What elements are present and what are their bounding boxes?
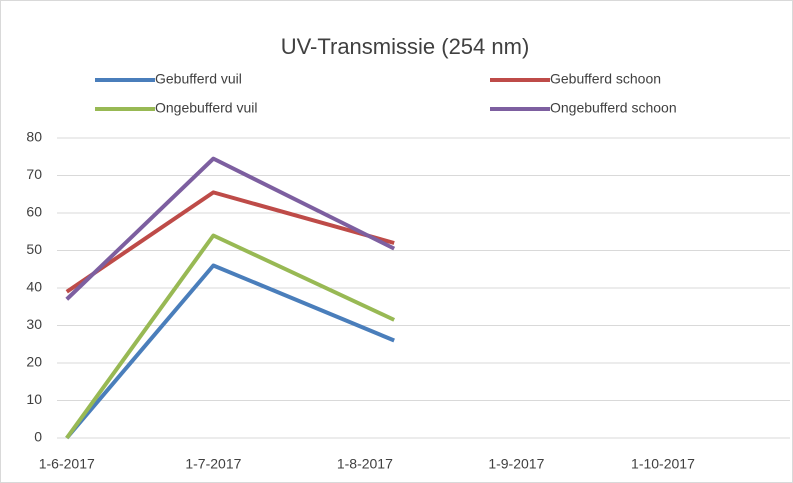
y-tick-label: 10	[26, 391, 42, 407]
y-tick-label: 50	[26, 241, 42, 257]
y-tick-label: 70	[26, 166, 42, 182]
series-line	[65, 190, 395, 294]
x-tick-label: 1-9-2017	[488, 456, 544, 472]
x-tick-label: 1-10-2017	[631, 456, 695, 472]
legend-label: Gebufferd schoon	[550, 71, 661, 87]
y-tick-label: 30	[26, 316, 42, 332]
legend-label: Ongebufferd schoon	[550, 100, 677, 116]
legend-label: Gebufferd vuil	[155, 71, 242, 87]
y-tick-label: 20	[26, 354, 42, 370]
series-line	[65, 233, 396, 440]
chart-title: UV-Transmissie (254 nm)	[281, 34, 530, 59]
x-tick-label: 1-6-2017	[39, 456, 95, 472]
legend-label: Ongebufferd vuil	[155, 100, 257, 116]
y-tick-label: 0	[34, 429, 42, 445]
y-tick-label: 80	[26, 129, 42, 145]
x-tick-label: 1-7-2017	[185, 456, 241, 472]
series-line	[65, 263, 395, 440]
x-tick-label: 1-8-2017	[337, 456, 393, 472]
series-line	[65, 156, 396, 301]
y-tick-label: 40	[26, 279, 42, 295]
y-tick-label: 60	[26, 204, 42, 220]
